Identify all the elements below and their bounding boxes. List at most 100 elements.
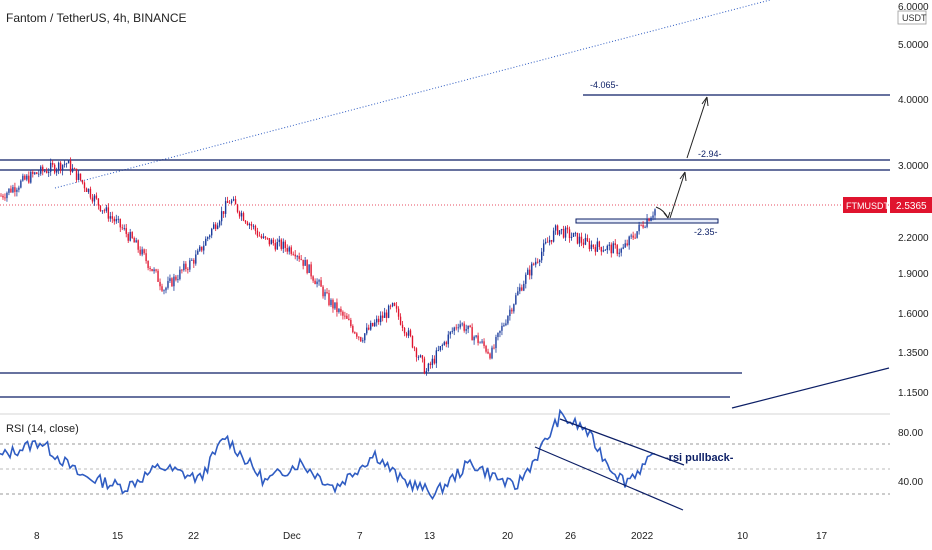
- candle-body: [155, 269, 157, 271]
- candle-body: [65, 163, 68, 165]
- candle-body: [491, 347, 493, 359]
- candle-body: [143, 249, 145, 254]
- candle-body: [149, 267, 151, 270]
- candle-body: [423, 358, 426, 374]
- candle-body: [479, 342, 481, 344]
- candle-body: [338, 308, 340, 312]
- candle-body: [133, 237, 135, 243]
- candle-body: [465, 329, 467, 331]
- candle-body: [234, 199, 237, 205]
- candle-body: [230, 200, 233, 203]
- candle-body: [642, 225, 644, 228]
- candle-body: [618, 252, 620, 254]
- candle-body: [457, 327, 459, 329]
- candle-body: [34, 172, 36, 174]
- candle-body: [238, 211, 241, 217]
- candle-body: [207, 237, 209, 239]
- candle-body: [2, 195, 4, 198]
- candle-body: [395, 305, 398, 309]
- candle-body: [387, 305, 390, 318]
- time-axis[interactable]: 8 15 22 Dec 7 13 20 26 2022 10 17: [34, 531, 828, 542]
- candle-body: [377, 318, 380, 323]
- candle-body: [53, 164, 56, 173]
- candle-body: [391, 302, 394, 307]
- candle-body: [205, 238, 207, 246]
- candle-body: [286, 248, 288, 252]
- candle-body: [123, 228, 125, 229]
- candle-body: [135, 240, 137, 243]
- candle-body: [187, 269, 189, 270]
- candle-body: [304, 260, 306, 266]
- candle-body: [574, 232, 577, 234]
- candle-body: [455, 327, 457, 329]
- candle-body: [95, 195, 98, 199]
- candle-body: [654, 209, 656, 216]
- rsi-pane[interactable]: RSI (14, close) -rsi pullback- 80.00 40.…: [0, 408, 923, 511]
- candle-body: [354, 332, 356, 334]
- candle-body: [330, 299, 332, 306]
- candle-body: [537, 261, 539, 263]
- candle-body: [218, 221, 221, 226]
- candle-body: [503, 325, 505, 326]
- time-tick: 26: [565, 531, 577, 542]
- candle-body: [403, 327, 406, 334]
- candle-body: [177, 279, 179, 280]
- candle-body: [435, 350, 438, 364]
- price-tick: 1.1500: [898, 388, 929, 399]
- time-tick: 20: [502, 531, 514, 542]
- candle-body: [318, 280, 320, 282]
- candle-body: [606, 245, 608, 250]
- candle-body: [242, 213, 245, 221]
- candle-body: [280, 239, 282, 249]
- candle-body: [519, 287, 521, 292]
- candle-body: [475, 335, 477, 337]
- last-price-tag: [890, 197, 932, 213]
- candle-body: [220, 211, 223, 222]
- candle-body: [542, 243, 545, 252]
- candle-body: [471, 327, 473, 341]
- candle-body: [552, 230, 555, 242]
- candle-body: [481, 341, 483, 343]
- candle-body: [107, 207, 110, 219]
- candle-body: [580, 236, 583, 243]
- candle-body: [115, 219, 117, 222]
- candle-body: [531, 263, 533, 276]
- candle-body: [379, 315, 382, 323]
- candle-body: [24, 175, 26, 180]
- candle-body: [87, 188, 90, 192]
- candle-body: [342, 311, 344, 316]
- candle-body: [620, 248, 622, 253]
- candle-body: [646, 218, 648, 227]
- candle-body: [358, 336, 360, 338]
- price-tick: 1.6000: [898, 309, 929, 320]
- candle-body: [240, 213, 243, 217]
- candle-body: [493, 347, 495, 349]
- candle-body: [332, 299, 334, 309]
- candle-body: [61, 164, 64, 171]
- candle-body: [507, 316, 509, 324]
- candle-body: [211, 228, 213, 236]
- candle-body: [636, 231, 638, 238]
- candle-body: [556, 225, 559, 235]
- candle-body: [485, 345, 487, 352]
- candle-body: [562, 228, 565, 238]
- candle-body: [634, 237, 636, 239]
- candle-body: [294, 254, 296, 257]
- time-tick: 8: [34, 531, 40, 542]
- candle-body: [6, 192, 8, 199]
- candle-body: [596, 241, 599, 252]
- candle-body: [185, 263, 187, 270]
- candle-body: [650, 217, 652, 222]
- candle-body: [348, 318, 350, 320]
- candle-body: [306, 260, 308, 273]
- price-axis[interactable]: 6.0000 USDT 5.0000 4.0000 3.0000 2.2000 …: [843, 2, 932, 399]
- price-pane[interactable]: Fantom / TetherUS, 4h, BINANCE -4.065- -…: [0, 0, 890, 409]
- candle-body: [495, 337, 497, 349]
- candle-body: [246, 222, 249, 226]
- candle-body: [203, 245, 205, 251]
- candle-body: [167, 281, 169, 288]
- candle-body: [572, 232, 575, 237]
- candle-body: [159, 281, 161, 287]
- candle-body: [640, 224, 642, 226]
